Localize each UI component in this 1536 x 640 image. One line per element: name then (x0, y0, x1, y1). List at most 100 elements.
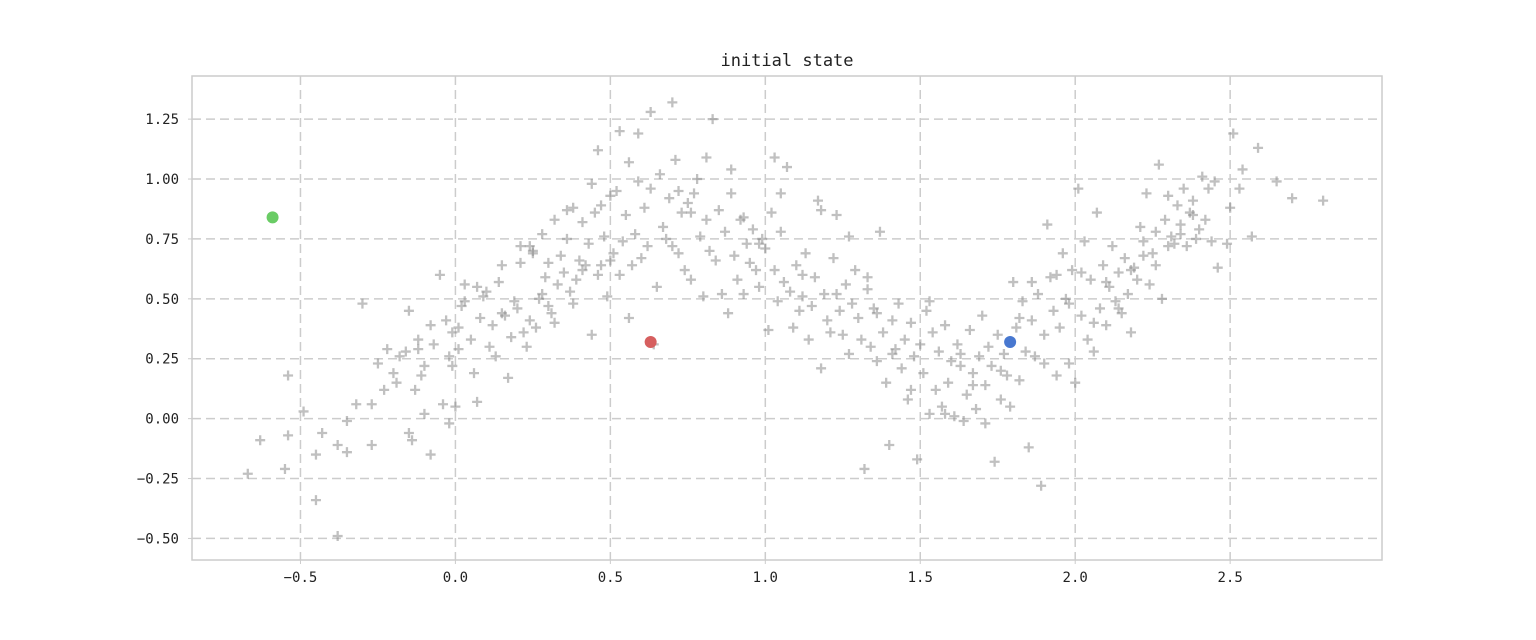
data-point (509, 296, 520, 307)
data-point (592, 269, 603, 280)
data-point (1138, 236, 1149, 247)
data-point (806, 301, 817, 312)
data-point (980, 418, 991, 429)
data-point (974, 351, 985, 362)
data-point (1147, 248, 1158, 259)
data-point (878, 327, 889, 338)
data-point (341, 416, 352, 427)
data-point (1036, 480, 1047, 491)
data-point (834, 305, 845, 316)
data-point (782, 162, 792, 173)
data-point (992, 329, 1003, 340)
data-point (596, 260, 607, 271)
data-point (1079, 236, 1090, 247)
data-point (819, 289, 830, 300)
data-point (332, 531, 343, 542)
data-point (428, 339, 439, 350)
data-point (434, 269, 445, 280)
data-point (661, 233, 672, 244)
data-point (499, 310, 510, 321)
data-point (986, 360, 997, 371)
data-point (1172, 200, 1183, 211)
y-tick-label: 1.00 (145, 172, 179, 188)
data-point (1073, 183, 1084, 194)
data-point (552, 279, 563, 290)
data-point (1125, 327, 1136, 338)
data-point (1225, 202, 1236, 213)
data-point (400, 346, 411, 357)
data-point (425, 449, 436, 460)
data-point (1122, 289, 1133, 300)
data-point (785, 286, 796, 297)
data-point (1150, 226, 1161, 237)
data-point (1033, 289, 1044, 300)
data-point (577, 217, 588, 228)
data-point (1135, 221, 1146, 232)
data-point (1163, 241, 1174, 252)
data-point (391, 377, 402, 388)
data-point (1094, 303, 1105, 314)
data-point (1064, 298, 1075, 309)
data-point (447, 327, 458, 338)
data-point (933, 346, 944, 357)
data-point (475, 313, 486, 323)
data-point (1144, 279, 1155, 290)
data-point (425, 320, 436, 331)
data-point (413, 344, 424, 355)
data-point (283, 370, 294, 381)
data-point (1200, 214, 1211, 225)
data-point (754, 238, 765, 249)
data-point (1228, 128, 1239, 139)
data-point (924, 408, 935, 419)
data-point (778, 277, 789, 288)
data-point (998, 348, 1009, 359)
data-point (884, 439, 895, 450)
data-point (503, 372, 514, 383)
data-point (1048, 305, 1059, 316)
data-point (980, 380, 991, 391)
data-point (1175, 229, 1186, 240)
y-tick-label: 0.75 (145, 232, 179, 248)
data-point (995, 365, 1006, 376)
data-point (561, 205, 572, 216)
data-point (1026, 315, 1037, 326)
data-point (716, 289, 727, 300)
data-point (887, 348, 898, 359)
data-point (565, 286, 576, 297)
data-point (403, 305, 414, 316)
data-point (1067, 265, 1078, 276)
data-point (1082, 334, 1093, 345)
data-point (459, 279, 470, 290)
data-point (1153, 159, 1164, 170)
x-tick-label: 2.5 (1218, 570, 1243, 586)
data-point (283, 430, 294, 441)
data-point (1014, 375, 1025, 386)
data-point (403, 428, 414, 439)
data-point (602, 291, 613, 302)
data-point (614, 269, 625, 280)
data-point (255, 435, 266, 446)
data-point (1206, 236, 1217, 247)
data-point (1110, 296, 1121, 307)
data-point (642, 241, 653, 252)
chart-title: initial state (720, 51, 853, 71)
data-point (1187, 195, 1198, 206)
data-point (751, 265, 762, 276)
data-point (450, 401, 461, 412)
data-point (983, 341, 994, 352)
data-point (1166, 231, 1177, 242)
data-point (614, 126, 625, 137)
data-point (899, 334, 910, 345)
data-point (862, 284, 873, 295)
data-point (856, 334, 867, 345)
data-point (1132, 274, 1143, 285)
data-point (881, 377, 892, 388)
data-point (512, 303, 523, 314)
data-point (1042, 219, 1053, 230)
data-point (394, 351, 405, 362)
data-point (673, 186, 684, 197)
data-point (242, 468, 253, 479)
plot-background (192, 76, 1382, 560)
data-point (543, 301, 554, 312)
x-tick-label: 1.5 (908, 570, 933, 586)
